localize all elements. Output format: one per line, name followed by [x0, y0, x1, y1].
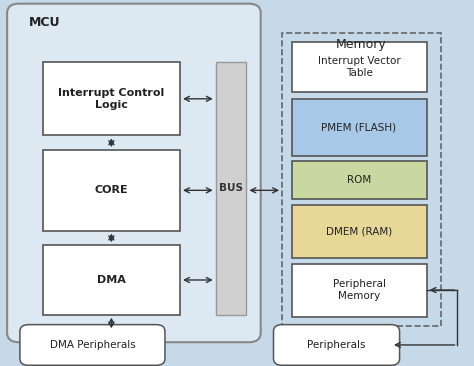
Text: Peripheral
Memory: Peripheral Memory: [333, 279, 385, 301]
Bar: [292, 205, 427, 258]
Bar: [292, 264, 427, 317]
Bar: [292, 42, 427, 92]
Bar: [292, 161, 427, 199]
FancyBboxPatch shape: [273, 325, 400, 365]
Text: CORE: CORE: [95, 185, 128, 195]
Text: BUS: BUS: [219, 183, 243, 194]
Text: Peripherals: Peripherals: [307, 340, 366, 350]
Text: DMA: DMA: [97, 275, 126, 285]
FancyBboxPatch shape: [7, 4, 261, 342]
Text: PMEM (FLASH): PMEM (FLASH): [321, 122, 397, 132]
Text: DMEM (RAM): DMEM (RAM): [326, 227, 392, 236]
Text: Interrupt Control
Logic: Interrupt Control Logic: [58, 88, 164, 110]
Bar: [43, 245, 180, 315]
Bar: [282, 33, 441, 326]
Text: DMA Peripherals: DMA Peripherals: [50, 340, 135, 350]
Text: Memory: Memory: [336, 38, 387, 52]
Bar: [216, 62, 246, 315]
Bar: [43, 150, 180, 231]
Text: MCU: MCU: [28, 16, 60, 30]
Text: ROM: ROM: [347, 175, 371, 185]
FancyBboxPatch shape: [20, 325, 165, 365]
Bar: [43, 62, 180, 135]
Text: Interrupt Vector
Table: Interrupt Vector Table: [318, 56, 401, 78]
Bar: [292, 99, 427, 156]
